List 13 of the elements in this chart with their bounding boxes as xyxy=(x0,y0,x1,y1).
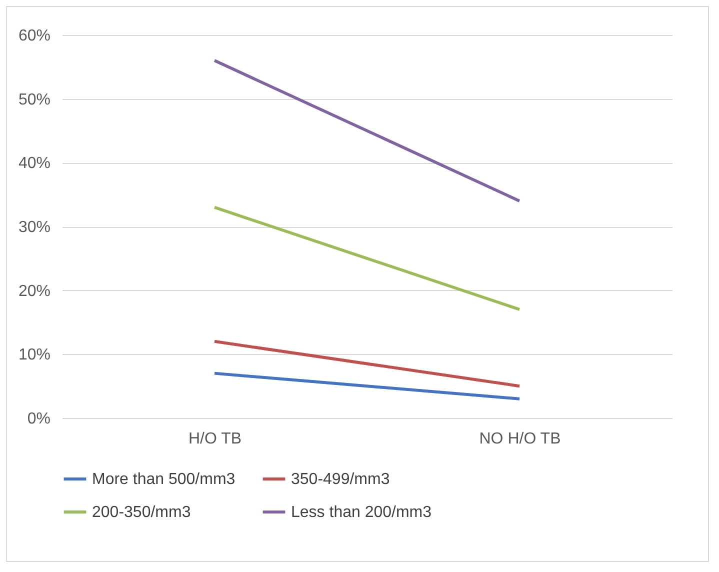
legend-label: More than 500/mm3 xyxy=(92,471,236,488)
y-tick-label: 60% xyxy=(18,28,50,44)
legend-label: Less than 200/mm3 xyxy=(291,504,432,521)
legend-label: 350-499/mm3 xyxy=(291,471,390,488)
y-tick-label: 40% xyxy=(18,155,50,172)
legend-label: 200-350/mm3 xyxy=(92,504,191,521)
y-tick-label: 50% xyxy=(18,91,50,108)
y-tick-label: 0% xyxy=(27,410,50,428)
y-tick-label: 20% xyxy=(18,282,50,300)
y-tick-label: 30% xyxy=(18,219,50,236)
x-tick-label: NO H/O TB xyxy=(479,430,561,448)
y-tick-label: 10% xyxy=(18,346,50,364)
x-tick-label: H/O TB xyxy=(188,430,242,448)
